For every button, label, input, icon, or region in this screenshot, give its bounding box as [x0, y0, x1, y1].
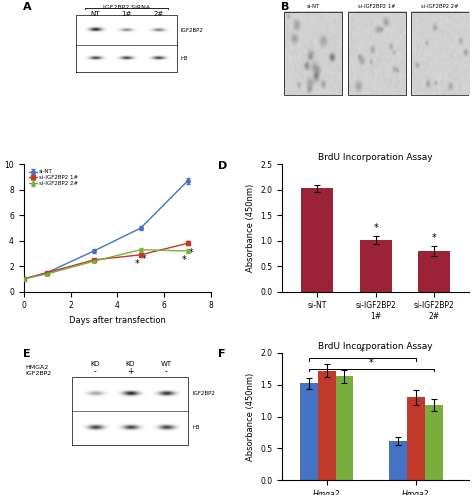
Text: *: *: [360, 347, 365, 357]
Text: *: *: [432, 233, 437, 243]
Bar: [411, 12, 469, 96]
Bar: [347, 12, 406, 96]
Text: KO: KO: [90, 361, 100, 367]
Text: H3: H3: [180, 56, 188, 61]
Text: F: F: [219, 349, 226, 359]
Text: +: +: [127, 367, 134, 376]
Y-axis label: Absorbance (450nm): Absorbance (450nm): [246, 184, 255, 272]
Bar: [425, 405, 443, 480]
Text: IGF2BP2: IGF2BP2: [26, 371, 52, 376]
Text: IGF2BP2: IGF2BP2: [192, 391, 215, 396]
Text: IGF2BP2 SiRNA: IGF2BP2 SiRNA: [103, 5, 150, 10]
Bar: [418, 251, 450, 292]
Text: *: *: [142, 254, 146, 264]
Text: *: *: [135, 259, 139, 269]
Text: NT: NT: [90, 11, 100, 17]
Text: KO: KO: [126, 361, 135, 367]
Text: si-NT: si-NT: [306, 4, 319, 9]
Text: A: A: [23, 2, 31, 12]
Bar: [284, 12, 342, 96]
X-axis label: Days after transfection: Days after transfection: [69, 316, 166, 325]
Text: E: E: [23, 349, 30, 359]
Text: H3: H3: [192, 426, 200, 431]
Text: si-IGF2BP2 1#: si-IGF2BP2 1#: [358, 4, 395, 9]
Text: si-IGF2BP2 2#: si-IGF2BP2 2#: [421, 4, 459, 9]
Text: WT: WT: [160, 361, 172, 367]
Bar: [301, 189, 333, 292]
Bar: [336, 376, 354, 480]
Title: BrdU Incorporation Assay: BrdU Incorporation Assay: [319, 153, 433, 162]
Bar: [318, 371, 336, 480]
Legend: si-NT, si-IGF2BP2 1#, si-IGF2BP2 2#: si-NT, si-IGF2BP2 1#, si-IGF2BP2 2#: [27, 167, 80, 188]
Text: *: *: [374, 223, 378, 233]
Y-axis label: Absorbance (450nm): Absorbance (450nm): [246, 372, 255, 461]
Text: *: *: [182, 255, 186, 265]
Text: -: -: [93, 367, 96, 376]
Bar: [360, 240, 392, 292]
Bar: [300, 384, 318, 480]
Text: D: D: [219, 161, 228, 171]
Text: B: B: [281, 2, 290, 12]
Text: -: -: [164, 367, 167, 376]
Bar: [389, 441, 407, 480]
Text: *: *: [369, 358, 374, 368]
Bar: [407, 397, 425, 480]
Text: 1#: 1#: [121, 11, 132, 17]
Title: BrdU Incorporation Assay: BrdU Incorporation Assay: [319, 342, 433, 351]
Text: HMGA2: HMGA2: [26, 365, 49, 370]
Text: *: *: [189, 248, 193, 258]
Text: 2#: 2#: [154, 11, 164, 17]
Text: IGF2BP2: IGF2BP2: [180, 28, 203, 33]
